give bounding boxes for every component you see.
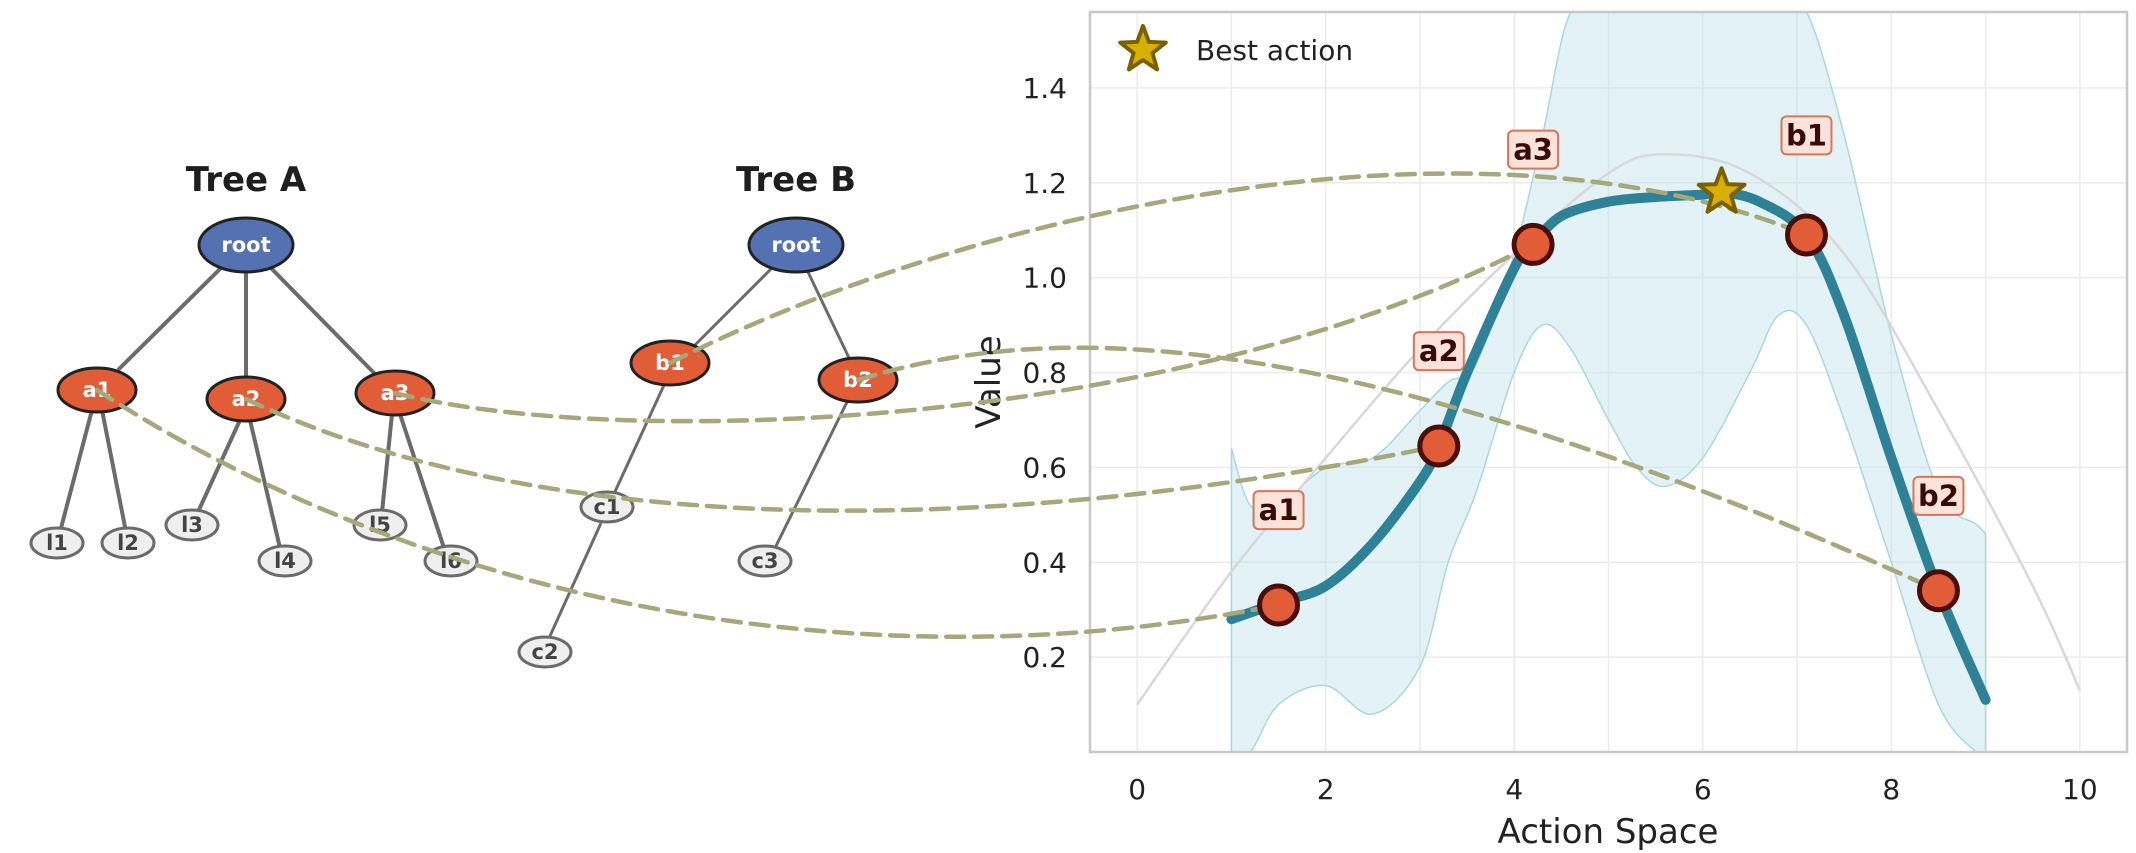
best-action-legend-icon (1118, 24, 1168, 72)
annotation-box-a1 (1252, 490, 1305, 531)
point-a2 (1417, 424, 1461, 468)
edge-c1-c2 (548, 522, 603, 637)
leaf-l5 (352, 508, 408, 542)
leaf-l1-label: l1 (46, 531, 68, 555)
edge-root-b1 (688, 263, 777, 352)
x-tick-label: 6 (1694, 773, 1712, 806)
leaf-c3-label: c3 (751, 549, 778, 573)
annotation-b1: b1 (1786, 118, 1827, 152)
edge-root-b2 (806, 271, 852, 361)
prior-curve (1136, 153, 2082, 706)
link-b2 (855, 345, 1941, 593)
y-tick-label: 0.2 (1022, 641, 1067, 674)
tree-b-action-nodes: b1 b2 (629, 339, 899, 404)
edge-a2-l4 (248, 419, 282, 549)
annotation-a2: a2 (1419, 334, 1459, 368)
annotation-box-a2 (1412, 331, 1465, 372)
annotation-box-b2 (1912, 475, 1965, 516)
x-tick-label: 0 (1128, 773, 1146, 806)
leaf-c2 (517, 635, 573, 669)
y-tick-label: 1.0 (1022, 262, 1067, 295)
point-a3 (1511, 222, 1555, 266)
edge-a2-l3 (196, 419, 242, 513)
chart-marks: a1 a2 a3 b1 b2 (1252, 115, 1965, 627)
best-action-star (1696, 166, 1747, 214)
point-a1 (1257, 583, 1301, 627)
link-b1 (667, 171, 1809, 366)
link-a2 (243, 396, 1442, 513)
leaf-c3 (737, 544, 793, 578)
y-tick-label: 0.8 (1022, 357, 1067, 390)
tree-b: Tree B root b1 b2 c1 c2 c3 (517, 160, 899, 669)
value-chart: 0 2 4 6 8 10 0.2 0.4 0.6 0.8 1.0 1.2 1.4 Action Spac… (969, 10, 2129, 852)
annotation-a3: a3 (1513, 133, 1553, 167)
legend: Best action (1118, 24, 1353, 72)
leaf-l1 (29, 526, 85, 560)
edge-root-a3 (266, 263, 377, 376)
edge-a1-l2 (100, 409, 128, 533)
point-b2 (1916, 569, 1960, 613)
leaf-l2-label: l2 (117, 531, 139, 555)
y-tick-label: 0.6 (1022, 451, 1067, 484)
link-a1 (94, 387, 1281, 640)
value-curve (1226, 187, 1991, 705)
tree-a-leaf-nodes: l1 l2 l3 l4 l5 l6 (29, 508, 479, 578)
y-tick-label: 1.4 (1022, 72, 1067, 105)
tree-a: Tree A root a1 a2 a3 l1 (29, 160, 479, 578)
y-tick-label: 0.4 (1022, 546, 1067, 579)
edge-b2-c3 (773, 399, 850, 549)
annotation-a1: a1 (1259, 493, 1299, 527)
tree-b-edges (548, 263, 852, 637)
tree-a-root-shape (197, 216, 295, 274)
tree-a-edges (58, 263, 446, 549)
x-axis-label: Action Space (1498, 812, 1719, 852)
tree-a-title: Tree A (186, 160, 307, 200)
plot-frame (1088, 10, 2129, 754)
leaf-c1-label: c1 (593, 495, 620, 519)
link-a3 (392, 242, 1536, 424)
legend-label: Best action (1196, 34, 1353, 67)
tree-b-title: Tree B (736, 160, 856, 200)
tree-b-leaf-nodes: c1 c2 c3 (517, 490, 793, 669)
leaf-l4-label: l4 (274, 549, 296, 573)
x-tick-label: 10 (2062, 773, 2098, 806)
edge-a1-l1 (58, 409, 94, 533)
leaf-l6-label: l6 (440, 549, 462, 573)
leaf-l3-label: l3 (181, 513, 203, 537)
tree-a-action-nodes: a1 a2 a3 (56, 366, 436, 423)
point-b1 (1784, 213, 1828, 257)
tree-b-root-node: root (747, 216, 845, 274)
annotation-b2: b2 (1918, 479, 1959, 513)
leaf-l3 (164, 508, 220, 542)
tree-b-root-shape (747, 216, 845, 274)
leaf-l4 (257, 544, 313, 578)
leaf-l2 (100, 526, 156, 560)
node-links (94, 171, 1941, 640)
edge-root-a1 (116, 263, 226, 372)
tree-b-root-label: root (771, 233, 820, 257)
edge-b1-c1 (611, 382, 667, 497)
y-tick-label: 1.2 (1022, 167, 1067, 200)
tree-a-root-node: root (197, 216, 295, 274)
annotation-box-a3 (1507, 129, 1560, 170)
annotation-box-b1 (1780, 115, 1833, 156)
edge-a3-l5 (380, 413, 394, 513)
leaf-c2-label: c2 (531, 640, 558, 664)
edge-a3-l6 (398, 413, 446, 549)
x-tick-label: 8 (1882, 773, 1900, 806)
leaf-c1 (579, 490, 635, 524)
axis-ticks: 0 2 4 6 8 10 0.2 0.4 0.6 0.8 1.0 1.2 1.4 (1022, 72, 2097, 806)
x-tick-label: 4 (1505, 773, 1523, 806)
tree-a-root-label: root (221, 233, 270, 257)
x-tick-label: 2 (1317, 773, 1335, 806)
